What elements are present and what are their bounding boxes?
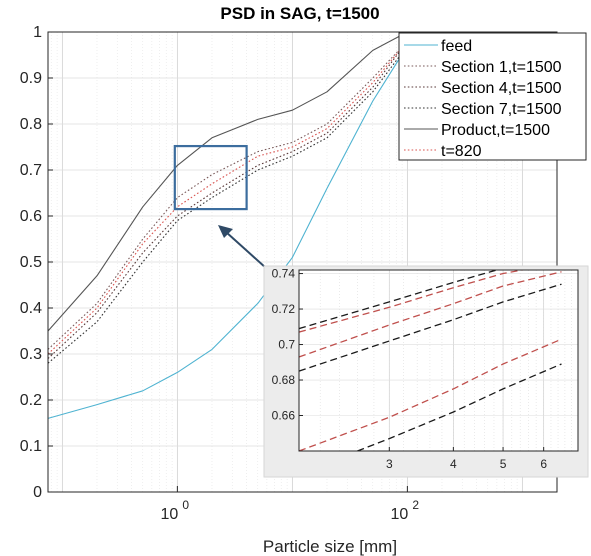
inset-plot-area	[299, 270, 578, 451]
y-tick-label: 1	[33, 24, 42, 41]
x-axis-label: Particle size [mm]	[263, 537, 397, 556]
y-tick-label: 0.8	[20, 116, 42, 133]
zoom-indicator	[173, 144, 267, 269]
inset-frame	[298, 269, 579, 452]
inset-x-tick-label: 6	[540, 457, 547, 471]
legend-label: feed	[441, 38, 472, 55]
inset-y-tick-label: 0.68	[272, 373, 296, 387]
series-line	[47, 31, 557, 355]
legend-box	[398, 32, 587, 161]
y-tick-label: 0.9	[20, 70, 42, 87]
y-tick-label: 0.6	[20, 208, 42, 225]
inset-line	[357, 363, 562, 451]
zoom-box	[173, 144, 248, 211]
y-tick-label: 0.4	[20, 300, 42, 317]
x-tick-exponent: 0	[182, 498, 189, 512]
inset-y-tick-label: 0.72	[272, 302, 296, 316]
inset-x-tick-label: 5	[500, 457, 507, 471]
y-tick-label: 0.3	[20, 346, 42, 363]
inset-line	[299, 271, 562, 358]
zoom-arrow-shaft	[225, 231, 267, 269]
y-tick-label: 0	[33, 484, 42, 501]
legend-label: t=820	[441, 143, 482, 160]
inset-line	[299, 270, 527, 333]
inset-y-tick-label: 0.74	[272, 267, 296, 281]
inset-lines	[299, 270, 562, 451]
x-tick-label: 10	[390, 506, 408, 523]
legend-label: Section 7,t=1500	[441, 101, 562, 118]
inset-x-tick-label: 4	[450, 457, 457, 471]
x-axis-ticks: 10 0 10 2	[160, 486, 419, 523]
legend-label: Section 1,t=1500	[441, 59, 562, 76]
legend-label: Product,t=1500	[441, 122, 550, 139]
y-tick-label: 0.2	[20, 392, 42, 409]
inset-plot: 0.66 0.68 0.7 0.72 0.74 3 4 5 6	[263, 265, 589, 478]
inset-y-tick-label: 0.66	[272, 409, 296, 423]
y-tick-label: 0.1	[20, 438, 42, 455]
inset-y-tick-label: 0.7	[278, 338, 295, 352]
inset-line	[299, 283, 562, 372]
legend: feed Section 1,t=1500 Section 4,t=1500 Sect…	[398, 32, 587, 161]
y-axis-ticks: 0 0.1 0.2 0.3 0.4 0.5 0.6 0.7 0.8 0.9 1	[20, 24, 53, 501]
zoom-arrow-head	[218, 225, 233, 238]
inset-line	[299, 338, 562, 451]
y-tick-label: 0.5	[20, 254, 42, 271]
inset-x-tick-label: 3	[386, 457, 393, 471]
y-tick-label: 0.7	[20, 162, 42, 179]
x-tick-exponent: 2	[412, 498, 419, 512]
legend-label: Section 4,t=1500	[441, 80, 562, 97]
x-tick-label: 10	[160, 506, 178, 523]
chart-title: PSD in SAG, t=1500	[220, 4, 379, 23]
